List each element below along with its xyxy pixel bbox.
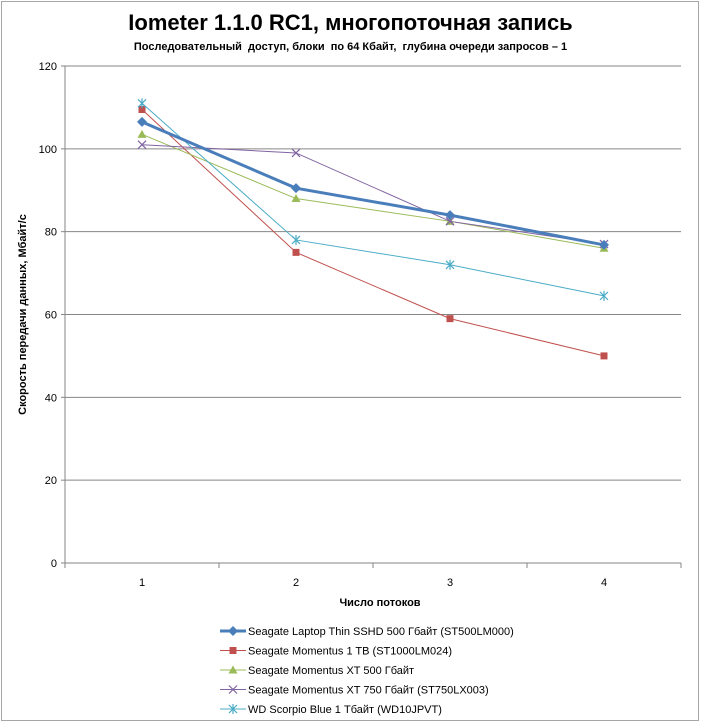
data-point bbox=[445, 259, 455, 270]
x-tick-label: 4 bbox=[601, 577, 607, 589]
y-tick-label: 20 bbox=[45, 475, 57, 487]
data-point bbox=[599, 239, 609, 250]
y-tick-label: 120 bbox=[39, 61, 57, 73]
data-point bbox=[599, 290, 609, 301]
legend-marker bbox=[229, 647, 237, 654]
y-tick-label: 60 bbox=[45, 310, 57, 322]
series-line-1 bbox=[141, 120, 605, 247]
data-point bbox=[291, 183, 301, 194]
y-axis-label: Скорость передачи данных, Мбайт/с bbox=[17, 214, 29, 415]
x-tick-label: 2 bbox=[293, 577, 299, 589]
chart-title: Iometer 1.1.0 RC1, многопоточная запись bbox=[128, 10, 573, 35]
x-tick-label: 3 bbox=[447, 577, 453, 589]
legend-marker bbox=[228, 626, 238, 636]
data-point bbox=[137, 98, 147, 109]
legend-marker bbox=[228, 665, 238, 674]
series-line-4 bbox=[141, 144, 605, 245]
legend-marker bbox=[228, 685, 238, 694]
data-point bbox=[137, 140, 147, 150]
legend-entry: Seagate Laptop Thin SSHD 500 Гбайт (ST50… bbox=[248, 626, 514, 638]
data-point bbox=[291, 148, 301, 158]
y-tick-label: 0 bbox=[51, 558, 57, 570]
data-point bbox=[138, 105, 146, 113]
data-point bbox=[445, 216, 455, 226]
legend-entry: WD Scorpio Blue 1 Тбайт (WD10JPVT) bbox=[248, 704, 442, 716]
legend-entry: Seagate Momentus XT 500 Гбайт bbox=[248, 665, 414, 677]
data-point bbox=[446, 315, 454, 323]
data-point bbox=[600, 352, 608, 360]
chart-subtitle: Последовательный доступ, блоки по 64 Кба… bbox=[133, 41, 568, 53]
legend-entry: Seagate Momentus XT 750 Гбайт (ST750LX00… bbox=[248, 685, 489, 697]
y-tick-label: 40 bbox=[45, 392, 57, 404]
x-tick-label: 1 bbox=[139, 577, 145, 589]
data-point bbox=[137, 116, 147, 127]
data-point bbox=[137, 129, 147, 138]
data-point bbox=[291, 194, 301, 203]
data-point bbox=[291, 234, 301, 245]
data-point bbox=[292, 248, 300, 256]
data-point bbox=[445, 210, 455, 221]
legend-entry: Seagate Momentus 1 TB (ST1000LM024) bbox=[248, 646, 452, 658]
x-axis-label: Число потоков bbox=[339, 597, 420, 609]
series-line-2 bbox=[141, 109, 605, 357]
legend-marker bbox=[228, 704, 238, 714]
series-line-3 bbox=[141, 133, 605, 249]
y-tick-label: 80 bbox=[45, 227, 57, 239]
y-tick-label: 100 bbox=[39, 144, 57, 156]
series-line-5 bbox=[141, 102, 605, 297]
